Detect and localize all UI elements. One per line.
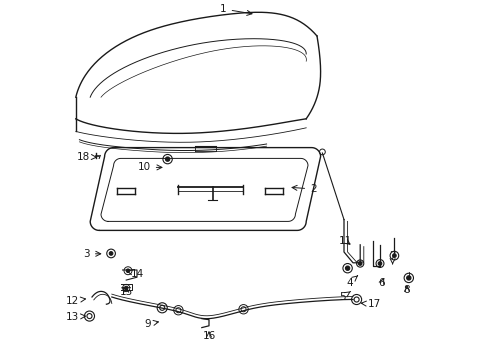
Text: 11: 11 [339,236,352,246]
Text: 18: 18 [76,152,97,162]
Text: 9: 9 [145,319,158,329]
Circle shape [345,266,350,270]
Text: 16: 16 [202,330,216,341]
Text: 7: 7 [389,251,396,264]
Text: 3: 3 [83,249,101,259]
Text: 5: 5 [339,291,351,302]
Circle shape [407,276,411,280]
Circle shape [358,262,362,265]
Circle shape [124,286,128,290]
Circle shape [166,157,170,161]
Text: 6: 6 [378,278,385,288]
Text: 13: 13 [66,312,86,322]
Text: 8: 8 [404,285,410,295]
Text: 4: 4 [346,276,358,288]
Text: 1: 1 [220,4,252,15]
Text: 12: 12 [66,296,86,306]
Text: 15: 15 [120,287,133,297]
Circle shape [378,262,382,265]
Text: 2: 2 [292,184,317,194]
Text: 17: 17 [361,299,381,309]
Circle shape [392,254,396,257]
Circle shape [126,269,130,273]
Text: 10: 10 [138,162,162,172]
Text: 14: 14 [127,269,144,279]
Circle shape [109,252,113,255]
